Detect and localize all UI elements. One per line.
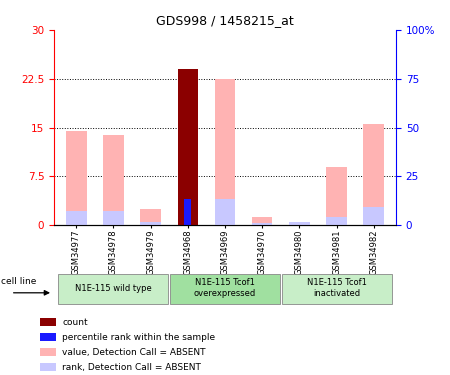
Bar <box>103 211 124 225</box>
Text: percentile rank within the sample: percentile rank within the sample <box>62 333 216 342</box>
Bar <box>252 224 272 225</box>
Bar <box>66 131 86 225</box>
Text: N1E-115 Tcof1
overexpressed: N1E-115 Tcof1 overexpressed <box>194 278 256 298</box>
Bar <box>252 217 272 225</box>
Text: value, Detection Call = ABSENT: value, Detection Call = ABSENT <box>62 348 206 357</box>
Bar <box>40 363 56 371</box>
Text: rank, Detection Call = ABSENT: rank, Detection Call = ABSENT <box>62 363 201 372</box>
Bar <box>40 318 56 326</box>
Bar <box>184 199 191 225</box>
Text: N1E-115 wild type: N1E-115 wild type <box>75 284 152 292</box>
FancyBboxPatch shape <box>282 274 392 304</box>
Bar <box>103 135 124 225</box>
Bar <box>178 69 198 225</box>
FancyBboxPatch shape <box>58 274 168 304</box>
Text: count: count <box>62 318 88 327</box>
Bar <box>364 124 384 225</box>
Bar <box>215 199 235 225</box>
Text: cell line: cell line <box>1 277 36 286</box>
Bar <box>40 348 56 356</box>
Bar <box>364 207 384 225</box>
Bar <box>215 79 235 225</box>
Title: GDS998 / 1458215_at: GDS998 / 1458215_at <box>156 15 294 27</box>
Bar <box>140 209 161 225</box>
Bar <box>140 222 161 225</box>
Bar <box>289 222 310 225</box>
Bar <box>326 217 347 225</box>
Bar <box>66 211 86 225</box>
Bar <box>40 333 56 341</box>
FancyBboxPatch shape <box>170 274 280 304</box>
Text: N1E-115 Tcof1
inactivated: N1E-115 Tcof1 inactivated <box>306 278 366 298</box>
Bar <box>326 166 347 225</box>
